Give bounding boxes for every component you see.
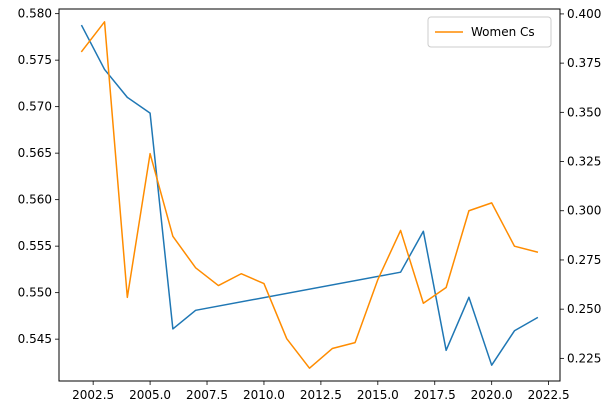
series-line-0 <box>80 24 539 366</box>
legend: Women Cs <box>427 16 552 48</box>
y-axis-left: 0.545 0.550 0.555 0.560 0.565 0.570 0.575 0.580 <box>18 7 59 346</box>
y-left-tick-label: 0.570 <box>18 100 52 114</box>
x-tick-label: 2005.0 <box>129 388 171 402</box>
y-left-tick-label: 0.555 <box>18 239 52 253</box>
x-tick-label: 2007.5 <box>186 388 228 402</box>
x-tick-label: 2015.0 <box>357 388 399 402</box>
legend-label: Women Cs <box>471 25 535 39</box>
y-right-tick-label: 0.375 <box>567 56 601 70</box>
x-tick-label: 2012.5 <box>300 388 342 402</box>
series-line-1 <box>80 21 539 369</box>
y-left-tick-label: 0.550 <box>18 286 52 300</box>
y-right-tick-label: 0.400 <box>567 7 601 21</box>
x-tick-label: 2002.5 <box>72 388 114 402</box>
y-left-tick-label: 0.575 <box>18 53 52 67</box>
y-axis-right: 0.225 0.250 0.275 0.300 0.325 0.350 0.375 0.400 <box>560 7 601 365</box>
plot-frame <box>58 8 561 382</box>
y-right-tick-label: 0.350 <box>567 105 601 119</box>
series-layer <box>80 21 539 369</box>
y-right-tick-label: 0.325 <box>567 155 601 169</box>
y-right-tick-label: 0.300 <box>567 204 601 218</box>
y-right-tick-label: 0.225 <box>567 351 601 365</box>
x-axis: 2002.5 2005.0 2007.5 2010.0 2012.5 2015.0 2017… <box>72 381 570 402</box>
y-left-tick-label: 0.560 <box>18 193 52 207</box>
y-left-tick-label: 0.565 <box>18 146 52 160</box>
x-tick-label: 2022.5 <box>528 388 570 402</box>
legend-box <box>427 16 552 48</box>
y-right-tick-label: 0.250 <box>567 302 601 316</box>
x-tick-label: 2020.0 <box>471 388 513 402</box>
x-tick-label: 2010.0 <box>243 388 285 402</box>
y-right-tick-label: 0.275 <box>567 253 601 267</box>
y-left-tick-label: 0.580 <box>18 7 52 21</box>
y-left-tick-label: 0.545 <box>18 332 52 346</box>
x-tick-label: 2017.5 <box>414 388 456 402</box>
